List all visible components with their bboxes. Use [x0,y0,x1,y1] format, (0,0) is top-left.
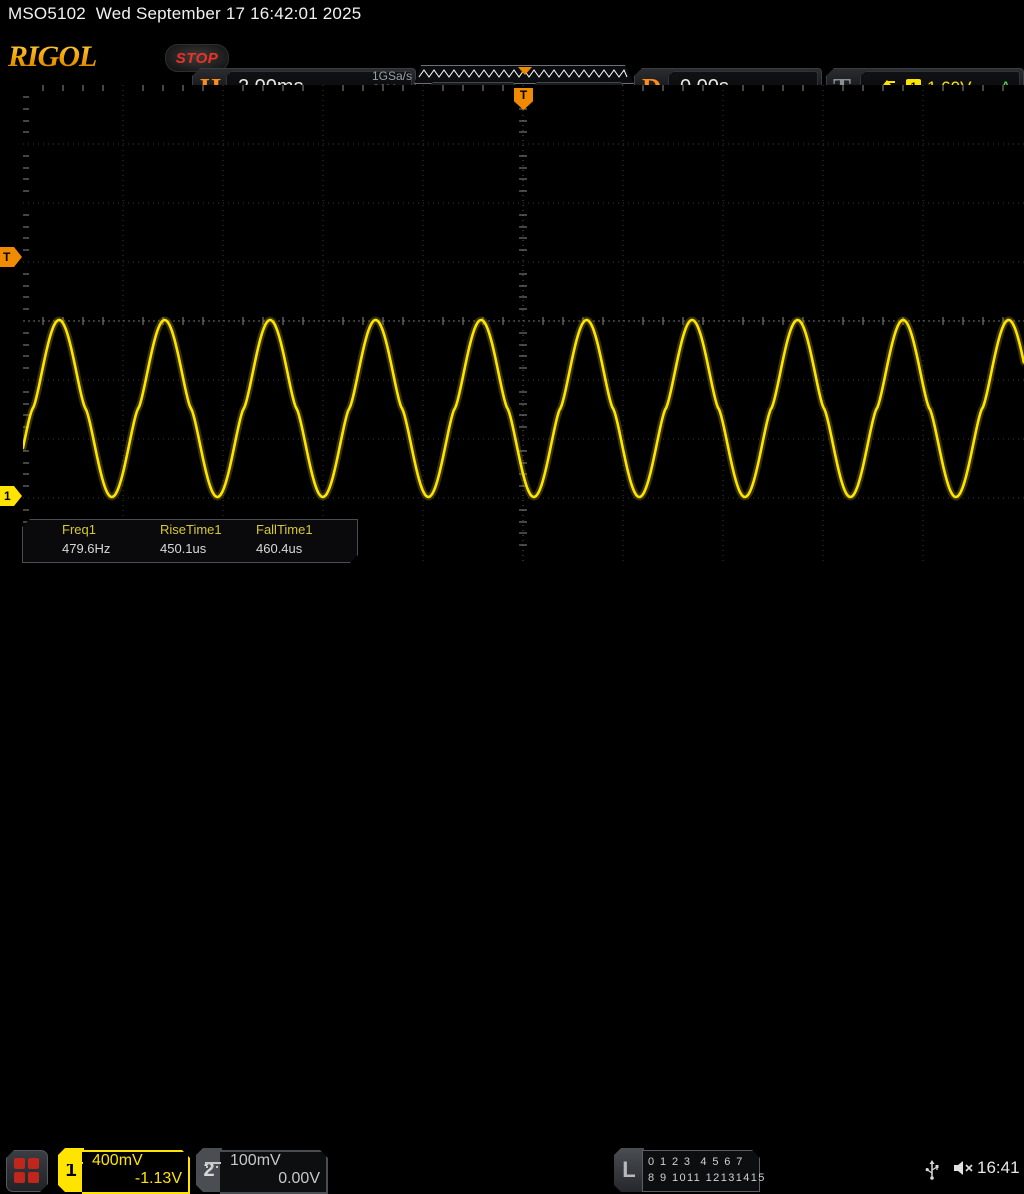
run-state-badge[interactable]: STOP [165,44,229,72]
measurement-value: 479.6Hz [62,541,111,556]
measurement-value: 460.4us [256,541,303,556]
waveform-graticule[interactable] [23,85,1024,563]
channel-2-panel[interactable]: 2 100mV 0.00V [196,1148,328,1192]
measurement-value: 450.1us [160,541,207,556]
logic-tab[interactable]: L [614,1148,644,1192]
usb-icon [925,1158,939,1185]
channel1-trace [23,316,1024,501]
oscilloscope-screen: MSO5102 Wed September 17 16:42:01 2025 R… [0,0,1024,630]
rigol-logo: RIGOL [8,40,97,73]
dc-coupling-icon [66,1157,84,1175]
logic-row-bottom: 8 9 1011 12131415 [648,1172,766,1184]
dc-coupling-icon [204,1157,222,1175]
measurement-item-risetime1[interactable]: RiseTime1 450.1us [160,522,222,556]
title-text: MSO5102 Wed September 17 16:42:01 2025 [8,4,362,23]
channel-2-offset: 0.00V [278,1170,320,1187]
channel-2-scale: 100mV [230,1152,281,1169]
system-clock: 16:41 [977,1158,1020,1177]
bottom-status-bar: 1 400mV -1.13V 2 [0,570,1024,630]
top-edge-ticks [42,85,1004,91]
measurement-item-falltime1[interactable]: FallTime1 460.4us [256,522,313,556]
sample-rate: 1GSa/s [371,69,412,83]
measurement-label: FallTime1 [256,522,313,537]
left-bezel [0,85,23,563]
measurement-label: RiseTime1 [160,522,222,537]
title-bar: MSO5102 Wed September 17 16:42:01 2025 [0,0,1024,30]
top-toolbar: RIGOL STOP H 2.00ms 1GSa/s 20Mpts Measur… [0,30,1024,110]
channel1-ground-marker[interactable]: 1 [0,486,22,506]
left-edge-ticks [23,96,29,546]
speaker-muted-icon[interactable] [952,1158,974,1183]
run-state-label: STOP [175,49,219,67]
channel-1-panel[interactable]: 1 400mV -1.13V [58,1148,190,1192]
trigger-position-marker[interactable]: T [514,88,533,110]
measurement-item-freq1[interactable]: Freq1 479.6Hz [62,522,110,556]
channel-1-scale: 400mV [92,1152,143,1169]
channel-grid-icon[interactable] [6,1150,48,1192]
measurement-panel[interactable] [22,519,358,563]
preview-trigger-marker [518,67,532,75]
trigger-level-marker[interactable]: T [0,247,22,267]
axis-tick-marks [23,96,1024,546]
channel-1-offset: -1.13V [134,1170,182,1187]
measurement-label: Freq1 [62,522,96,537]
logic-row-top: 0 1 2 3 4 5 6 7 [648,1156,744,1168]
